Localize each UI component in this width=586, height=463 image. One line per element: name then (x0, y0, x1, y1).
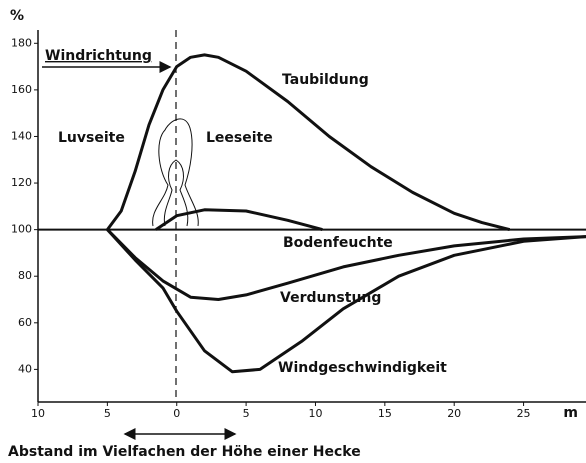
y-label: % (10, 8, 24, 24)
y-tick-label: 80 (18, 269, 32, 282)
x-unit: m (563, 405, 578, 421)
y-tick-label: 140 (11, 129, 32, 142)
y-tick-label: 40 (18, 362, 32, 375)
series-line (106, 53, 511, 232)
x-tick-label: 15 (378, 407, 392, 420)
series-label: Taubildung (282, 72, 369, 88)
x-tick-label: 10 (308, 407, 322, 420)
x-label: Abstand im Vielfachen der Höhe einer Hec… (8, 444, 361, 460)
series-line (106, 228, 586, 374)
hedge-inner (163, 159, 189, 227)
y-tick-label: 100 (11, 223, 32, 236)
series-label: Verdunstung (280, 290, 381, 306)
series-line (155, 208, 323, 232)
series-label: Windgeschwindigkeit (278, 360, 447, 376)
annotation: Windrichtung (45, 48, 152, 64)
annotation: Luvseite (58, 130, 125, 146)
y-tick-label: 60 (18, 316, 32, 329)
x-tick-label: 0 (173, 407, 180, 420)
x-tick-label: 20 (447, 407, 461, 420)
series-label: Bodenfeuchte (283, 235, 393, 251)
y-tick-label: 120 (11, 176, 32, 189)
hedge-outline (152, 118, 199, 227)
series-line (106, 228, 586, 301)
x-tick-label: 10 (31, 407, 45, 420)
y-tick-label: 180 (11, 36, 32, 49)
x-tick-label: 25 (517, 407, 531, 420)
annotation: Leeseite (206, 130, 273, 146)
x-tick-label: 5 (243, 407, 250, 420)
y-tick-label: 160 (11, 83, 32, 96)
x-tick-label: 5 (104, 407, 111, 420)
